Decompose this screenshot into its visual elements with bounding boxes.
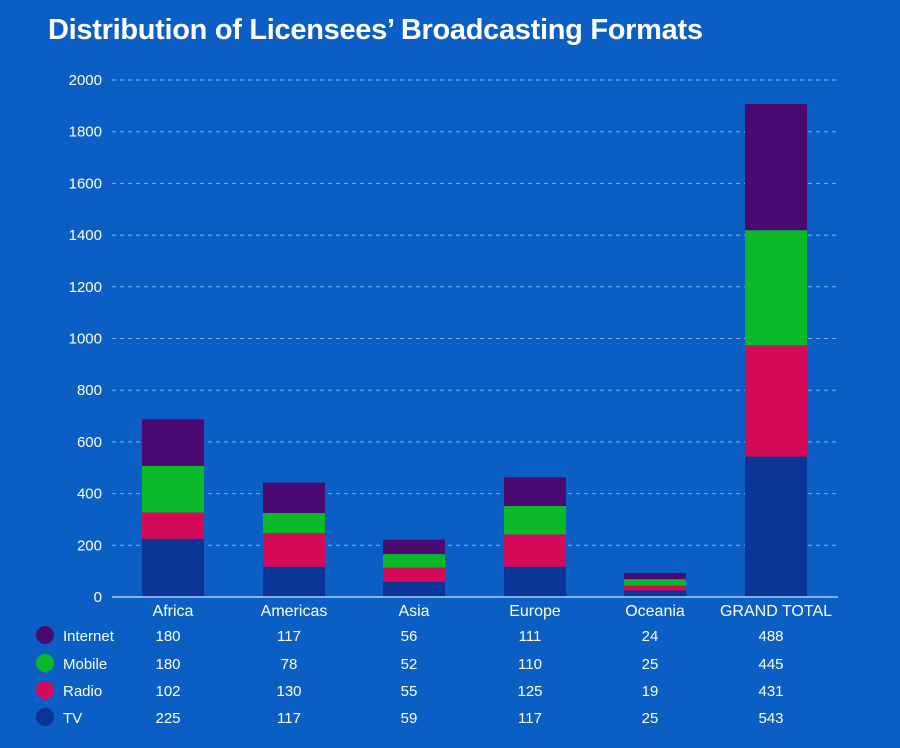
bar-oceania-internet [624,572,686,580]
x-tick-label-grand-total: GRAND TOTAL [720,603,832,620]
data-label-tv-oceania: 25 [642,710,659,727]
bar-oceania-tv [624,590,686,597]
y-tick-label-1200: 1200 [69,279,102,296]
bar-europe-internet [504,477,566,507]
data-label-tv-americas: 117 [277,710,301,727]
legend-label-tv: TV [63,710,82,727]
y-tick-label-1400: 1400 [69,227,102,244]
data-label-internet-europe: 111 [519,628,542,645]
bar-oceania-mobile [624,579,686,586]
legend-swatch-tv [36,708,54,726]
x-tick-label-oceania: Oceania [625,603,685,620]
bar-africa-radio [142,512,204,539]
x-tick-label-europe: Europe [509,603,561,620]
category-labels: Africa Americas Asia Europe Oceania GRAND TOT… [153,603,833,620]
bar-asia-tv [383,581,445,597]
data-label-internet-oceania: 24 [642,628,659,645]
data-label-mobile-grand-total: 445 [758,656,783,673]
bar-africa-internet [142,419,204,466]
data-label-tv-asia: 59 [401,710,418,727]
bar-americas-mobile [263,512,325,534]
bar-europe-tv [504,566,566,597]
data-label-radio-europe: 125 [517,683,542,700]
data-label-internet-asia: 56 [401,628,418,645]
bar-grand-total-mobile [745,230,807,346]
y-axis-ticks: 0 200 400 600 800 1000 1200 1400 1600 1800 2000 [69,72,102,606]
y-tick-label-2000: 2000 [69,72,102,89]
data-label-tv-europe: 117 [518,710,542,727]
legend-swatch-mobile [36,654,54,672]
bar-asia-mobile [383,554,445,568]
data-label-radio-africa: 102 [155,683,180,700]
legend-label-mobile: Mobile [63,656,107,673]
y-tick-label-600: 600 [77,434,102,451]
y-tick-label-1000: 1000 [69,331,102,348]
data-label-tv-africa: 225 [155,710,180,727]
bar-americas-internet [263,482,325,513]
data-label-mobile-asia: 52 [401,656,418,673]
data-label-radio-grand-total: 431 [758,683,783,700]
bar-africa-mobile [142,465,204,513]
bar-africa-tv [142,538,204,597]
data-label-internet-americas: 117 [277,628,301,645]
bar-grand-total-tv [745,456,807,597]
y-tick-label-200: 200 [77,537,102,554]
data-label-mobile-europe: 110 [518,656,542,673]
bars [142,104,807,597]
legend-swatch-internet [36,626,54,644]
gridlines [112,79,838,546]
bar-oceania-radio [624,585,686,591]
y-tick-label-1600: 1600 [69,175,102,192]
data-label-radio-asia: 55 [401,683,418,700]
bar-grand-total-internet [745,104,807,231]
x-tick-label-africa: Africa [153,603,194,620]
bar-americas-tv [263,566,325,597]
data-label-mobile-americas: 78 [281,656,298,673]
data-label-internet-africa: 180 [155,628,180,645]
x-tick-label-americas: Americas [261,603,328,620]
data-label-internet-grand-total: 488 [758,628,783,645]
y-tick-label-800: 800 [77,382,102,399]
bar-asia-radio [383,567,445,582]
data-label-mobile-oceania: 25 [642,656,659,673]
legend-label-internet: Internet [63,628,115,645]
y-tick-label-1800: 1800 [69,124,102,141]
legend-label-radio: Radio [63,683,102,700]
bar-grand-total-radio [745,345,807,457]
data-label-radio-americas: 130 [276,683,301,700]
bar-europe-radio [504,534,566,567]
bar-asia-internet [383,539,445,555]
x-tick-label-asia: Asia [398,603,429,620]
bar-europe-mobile [504,506,566,535]
chart-title: Distribution of Licensees’ Broadcasting … [48,14,703,46]
data-label-mobile-africa: 180 [155,656,180,673]
y-tick-label-400: 400 [77,486,102,503]
bar-americas-radio [263,533,325,567]
data-label-radio-oceania: 19 [642,683,659,700]
legend-swatch-radio [36,681,54,699]
y-tick-label-0: 0 [94,589,102,606]
data-table: Internet 180 117 56 111 24 488 Mobile 180 78 52 110… [36,626,784,727]
data-label-tv-grand-total: 543 [758,710,783,727]
